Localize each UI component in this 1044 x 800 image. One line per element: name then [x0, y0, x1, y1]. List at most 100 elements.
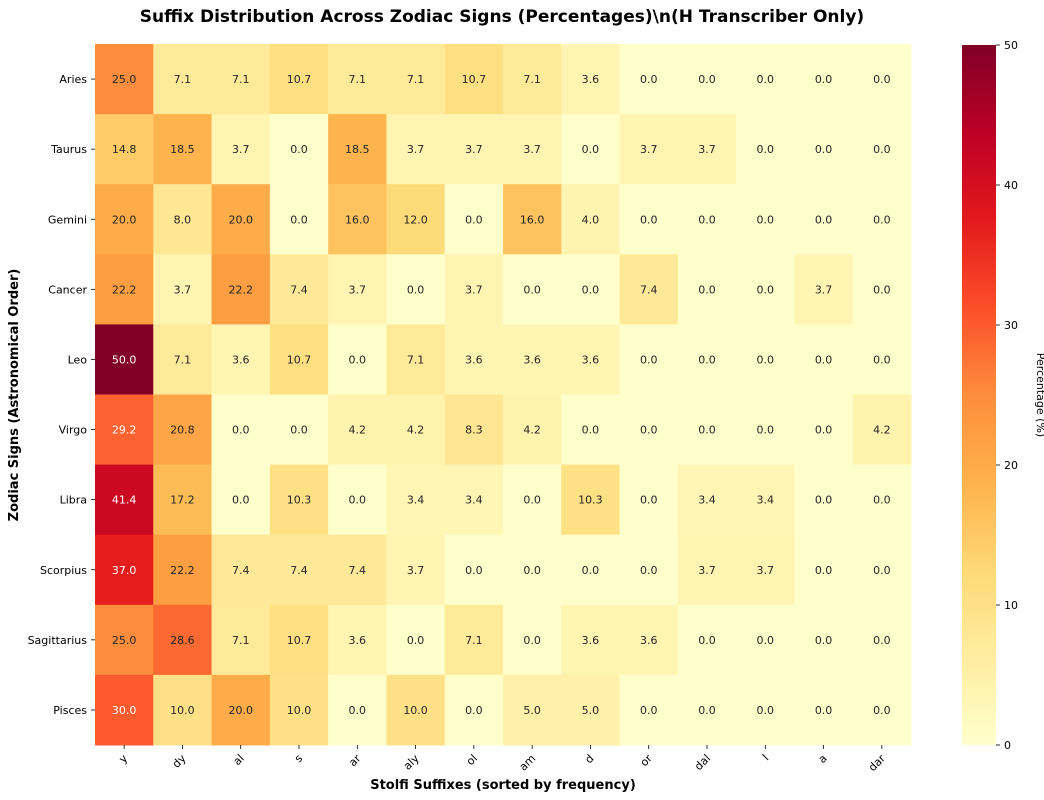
heatmap-cell-cancer-ol [444, 254, 504, 325]
heatmap-cell-aries-ar [328, 44, 387, 115]
cell-value-label: 0.0 [698, 73, 716, 86]
cell-value-label: 50.0 [112, 353, 137, 366]
heatmap-cell-pisces-y [95, 674, 154, 746]
cell-value-label: 0.0 [698, 213, 716, 226]
cell-value-label: 3.7 [174, 283, 192, 296]
heatmap-cell-libra-dar [852, 464, 912, 536]
cell-value-label: 0.0 [815, 564, 833, 577]
cell-value-label: 7.4 [640, 283, 658, 296]
cell-value-label: 0.0 [640, 73, 658, 86]
heatmap-cell-scorpius-ar [328, 534, 387, 606]
y-tick-label: Leo [68, 353, 88, 366]
cell-value-label: 3.6 [582, 353, 600, 366]
cell-value-label: 0.0 [873, 564, 891, 577]
heatmap-cell-taurus-s [269, 114, 329, 185]
heatmap-cell-gemini-dal [677, 184, 737, 255]
heatmap-cell-cancer-d [561, 254, 621, 325]
heatmap-cell-gemini-al [211, 184, 271, 255]
cell-value-label: 0.0 [873, 213, 891, 226]
cell-value-label: 0.0 [873, 634, 891, 647]
cell-value-label: 0.0 [873, 73, 891, 86]
heatmap-cell-sagittarius-s [269, 604, 329, 676]
cell-value-label: 7.1 [349, 73, 367, 86]
heatmap-cell-taurus-a [794, 114, 854, 185]
heatmap-cell-cancer-am [503, 254, 562, 325]
heatmap-cell-cancer-al [211, 254, 271, 325]
heatmap-cell-sagittarius-dar [852, 604, 912, 676]
cell-value-label: 20.0 [228, 213, 253, 226]
cell-value-label: 3.7 [698, 143, 716, 156]
heatmap-cell-gemini-or [619, 184, 679, 255]
heatmap-cell-libra-d [561, 464, 621, 536]
heatmap-cell-aries-dy [153, 44, 213, 115]
cell-value-label: 0.0 [815, 704, 833, 717]
x-tick-label: a [816, 752, 830, 766]
cell-value-label: 4.2 [873, 424, 891, 437]
cell-value-label: 12.0 [403, 213, 428, 226]
heatmap-cell-sagittarius-a [794, 604, 854, 676]
cell-value-label: 0.0 [523, 283, 541, 296]
heatmap-cell-leo-a [794, 324, 854, 395]
cell-value-label: 10.0 [287, 704, 312, 717]
heatmap-cell-gemini-a [794, 184, 854, 255]
cell-value-label: 25.0 [112, 73, 137, 86]
cell-value-label: 37.0 [112, 564, 137, 577]
heatmap-cell-leo-am [503, 324, 562, 395]
cell-value-label: 0.0 [815, 73, 833, 86]
cell-value-label: 0.0 [582, 424, 600, 437]
cell-value-label: 10.0 [403, 704, 428, 717]
heatmap-cell-libra-am [503, 464, 562, 536]
heatmap-cell-pisces-dy [153, 674, 213, 746]
heatmap-cell-leo-ar [328, 324, 387, 395]
cell-value-label: 0.0 [349, 494, 367, 507]
heatmap-cell-virgo-am [503, 394, 562, 466]
heatmap-cell-sagittarius-l [736, 604, 795, 676]
x-tick-label: l [760, 752, 771, 763]
heatmap-cell-leo-ol [444, 324, 504, 395]
colorbar-tick-label: 10 [1004, 599, 1018, 612]
heatmap-cell-virgo-ol [444, 394, 504, 466]
cell-value-label: 3.7 [757, 564, 775, 577]
cell-value-label: 0.0 [349, 353, 367, 366]
heatmap-cell-leo-or [619, 324, 679, 395]
cell-value-label: 3.7 [349, 283, 367, 296]
cell-value-label: 0.0 [698, 634, 716, 647]
cell-value-label: 22.2 [228, 283, 253, 296]
cell-value-label: 0.0 [640, 494, 658, 507]
heatmap-cell-scorpius-a [794, 534, 854, 606]
cell-value-label: 3.4 [757, 494, 775, 507]
cell-value-label: 4.0 [582, 213, 600, 226]
cell-value-label: 0.0 [815, 213, 833, 226]
cell-value-label: 10.7 [287, 353, 312, 366]
heatmap-cell-cancer-l [736, 254, 795, 325]
cell-value-label: 0.0 [815, 353, 833, 366]
heatmap-cell-taurus-aly [386, 114, 446, 185]
cell-value-label: 0.0 [698, 283, 716, 296]
heatmap-cell-virgo-aly [386, 394, 446, 466]
y-tick-label: Pisces [53, 704, 87, 717]
colorbar-ticks: 0 10 20 30 40 50 [996, 39, 1018, 752]
x-tick-label: ol [464, 752, 480, 768]
cell-value-label: 7.1 [465, 634, 483, 647]
x-tick-labels: y dy al s ar aly ol am d or dal l a dar [116, 745, 888, 774]
cell-value-label: 20.8 [170, 424, 195, 437]
heatmap-cell-scorpius-dy [153, 534, 213, 606]
heatmap-cell-scorpius-al [211, 534, 271, 606]
x-tick-label: al [231, 752, 247, 768]
x-tick-label: dy [170, 752, 189, 771]
cell-value-label: 0.0 [232, 424, 250, 437]
y-tick-label: Libra [60, 494, 87, 507]
cell-value-label: 5.0 [523, 704, 541, 717]
heatmap-cell-gemini-ol [444, 184, 504, 255]
cell-value-label: 0.0 [232, 494, 250, 507]
heatmap-cell-sagittarius-or [619, 604, 679, 676]
cell-value-label: 0.0 [698, 353, 716, 366]
heatmap-cells: 25.0 7.1 7.1 10.7 7.1 7.1 10.7 7.1 3.6 0.0 0.0 0.0 0… [95, 44, 912, 746]
heatmap-cell-aries-aly [386, 44, 446, 115]
cell-value-label: 0.0 [290, 143, 308, 156]
cell-value-label: 10.7 [287, 73, 312, 86]
cell-value-label: 0.0 [873, 353, 891, 366]
colorbar: 0 10 20 30 40 50 Percentage (%) [962, 39, 1044, 752]
heatmap-cell-gemini-s [269, 184, 329, 255]
cell-value-label: 3.7 [465, 143, 483, 156]
